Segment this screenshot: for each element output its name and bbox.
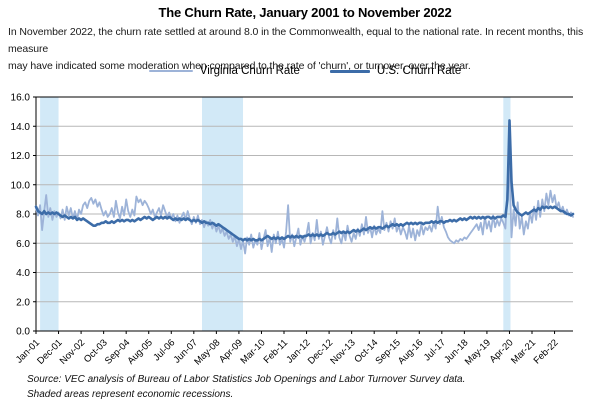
- x-tick-label: Feb-22: [532, 337, 561, 366]
- legend-item-us: U.S. Churn Rate: [329, 65, 462, 77]
- chart-footer: Source: VEC analysis of Bureau of Labor …: [27, 372, 602, 402]
- legend-label-virginia: Virginia Churn Rate: [199, 65, 300, 77]
- recession-note: Shaded areas represent economic recessio…: [27, 389, 234, 400]
- x-tick-label: Aug-05: [125, 337, 154, 366]
- virginia-line-sample: [148, 70, 193, 72]
- virginia-churn-line: [35, 166, 574, 255]
- x-tick-label: May-08: [192, 337, 222, 367]
- subtitle-line-2: may have indicated some moderation when …: [8, 60, 471, 72]
- y-tick-label: 0.0: [16, 327, 30, 338]
- y-tick-label: 8.0: [16, 210, 30, 221]
- subtitle-line-1: In November 2022, the churn rate settled…: [8, 26, 584, 55]
- chart-subtitle: In November 2022, the churn rate settled…: [8, 24, 606, 75]
- x-tick-label: Mar-10: [239, 337, 268, 366]
- us-churn-line: [34, 119, 575, 242]
- y-tick-label: 14.0: [11, 122, 31, 133]
- chart-legend: Virginia Churn Rate U.S. Churn Rate: [0, 65, 610, 77]
- y-tick-label: 10.0: [11, 180, 31, 191]
- x-tick-label: Feb-11: [262, 337, 291, 366]
- y-tick-label: 12.0: [11, 151, 31, 162]
- y-tick-label: 16.0: [11, 93, 31, 104]
- x-tick-label: Aug-16: [396, 337, 425, 366]
- legend-item-virginia: Virginia Churn Rate: [148, 65, 300, 77]
- y-tick-label: 4.0: [16, 268, 30, 279]
- x-tick-label: Nov-13: [328, 337, 357, 366]
- x-tick-label: Nov-02: [58, 337, 87, 366]
- x-tick-label: May-19: [463, 337, 493, 367]
- us-line-sample: [329, 69, 370, 73]
- chart-title: The Churn Rate, January 2001 to November…: [158, 5, 452, 20]
- source-note: Source: VEC analysis of Bureau of Labor …: [27, 374, 466, 385]
- y-tick-label: 2.0: [16, 297, 30, 308]
- churn-rate-chart: 0.02.04.06.08.010.012.014.016.0Jan-01Dec…: [11, 93, 575, 368]
- y-tick-label: 6.0: [16, 239, 30, 250]
- legend-label-us: U.S. Churn Rate: [376, 65, 462, 77]
